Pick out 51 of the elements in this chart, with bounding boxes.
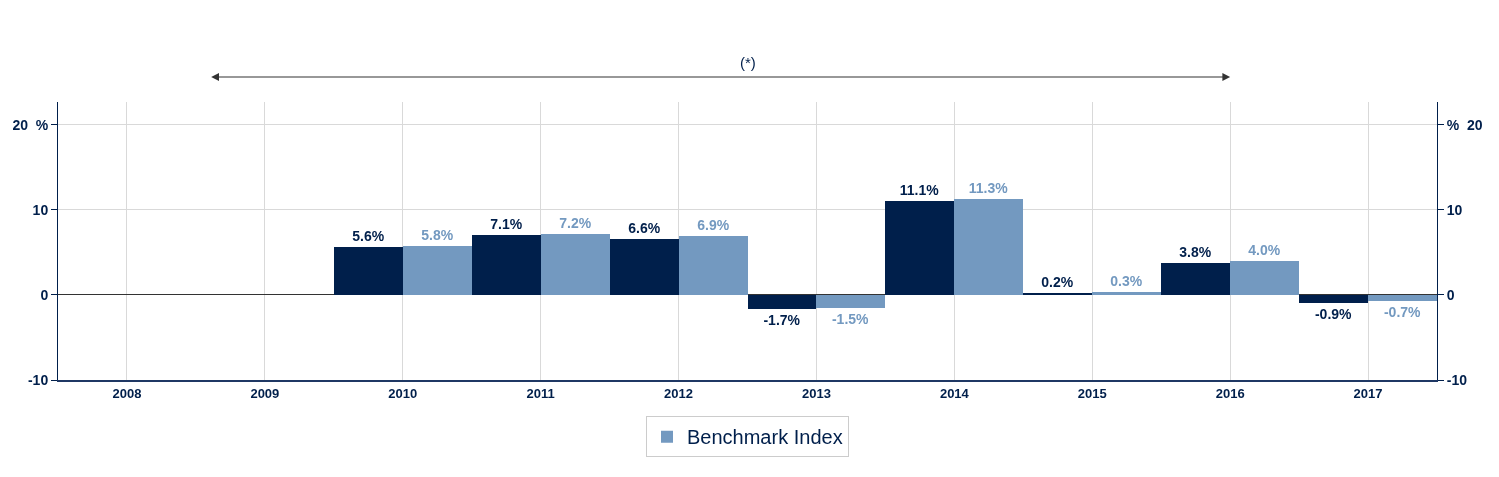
bar <box>1230 261 1299 295</box>
x-tick-label: 2009 <box>250 385 280 401</box>
data-label: -0.9% <box>1314 306 1353 322</box>
bar <box>1299 295 1368 303</box>
y-tick-label: 20 % <box>12 116 49 133</box>
y-tick-label: -10 <box>27 371 49 388</box>
x-tick-label: 2015 <box>1077 385 1107 401</box>
x-tick-label: 2012 <box>664 385 694 401</box>
y-tick-label: 0 <box>40 286 49 303</box>
data-label: 7.1% <box>490 216 523 232</box>
data-label: 6.6% <box>628 220 661 236</box>
bar <box>610 239 679 295</box>
data-label: 11.3% <box>968 180 1009 196</box>
text: (*) <box>740 54 756 71</box>
bar <box>885 201 954 295</box>
x-tick-label: 2016 <box>1215 385 1245 401</box>
bar <box>334 247 403 295</box>
data-label: 5.6% <box>352 228 385 244</box>
bar <box>679 236 748 295</box>
data-label: 11.1% <box>899 182 940 198</box>
y-tick-label: 10 <box>32 201 49 218</box>
data-label: 4.0% <box>1248 242 1281 258</box>
data-label: -0.7% <box>1383 304 1422 320</box>
bar <box>1092 292 1161 295</box>
x-tick-label: 2017 <box>1353 385 1383 401</box>
y2-tick-label: % 20 <box>1446 116 1483 133</box>
x-tick-label: 2008 <box>112 385 142 401</box>
data-label: 3.8% <box>1179 244 1212 260</box>
data-label: -1.7% <box>763 312 801 328</box>
y2-tick-label: 10 <box>1446 201 1463 218</box>
data-label: 0.2% <box>1041 274 1074 290</box>
x-tick-label: 2010 <box>388 385 418 401</box>
data-label: 5.8% <box>421 227 454 243</box>
data-label: -1.5% <box>831 311 870 327</box>
x-tick-label: 2013 <box>801 385 831 401</box>
legend-label: Benchmark Index <box>687 426 843 449</box>
y2-tick-label: 0 <box>1446 286 1455 303</box>
data-label: 6.9% <box>697 217 730 233</box>
bar <box>1161 263 1230 295</box>
bar <box>541 234 610 295</box>
bar <box>816 295 885 308</box>
bar <box>472 235 541 295</box>
y2-tick-label: -10 <box>1446 371 1468 388</box>
bar <box>954 199 1023 295</box>
data-label: 7.2% <box>559 215 592 231</box>
bar <box>1368 295 1437 301</box>
x-tick-label: 2014 <box>939 385 970 401</box>
bar <box>403 246 472 295</box>
x-tick-label: 2011 <box>526 385 555 401</box>
bar <box>748 295 816 309</box>
data-label: 0.3% <box>1110 273 1143 289</box>
